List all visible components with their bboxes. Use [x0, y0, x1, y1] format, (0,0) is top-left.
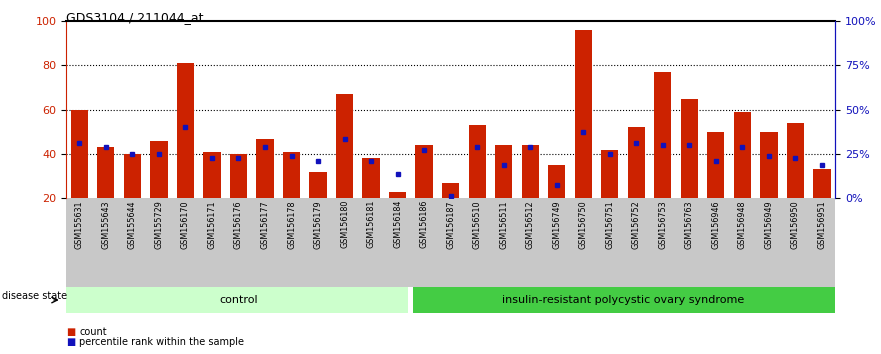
- Text: GDS3104 / 211044_at: GDS3104 / 211044_at: [66, 11, 204, 24]
- Text: GSM156753: GSM156753: [658, 200, 667, 249]
- Text: GSM156512: GSM156512: [526, 200, 535, 249]
- Text: GSM156184: GSM156184: [393, 200, 402, 249]
- Bar: [760, 132, 778, 242]
- Text: GSM156949: GSM156949: [765, 200, 774, 249]
- Bar: [309, 172, 327, 242]
- Text: GSM156177: GSM156177: [261, 200, 270, 249]
- Bar: [469, 125, 485, 242]
- Bar: [123, 154, 141, 242]
- Text: GSM155729: GSM155729: [154, 200, 163, 249]
- Text: ■: ■: [66, 327, 75, 337]
- Bar: [707, 132, 724, 242]
- Bar: [97, 147, 115, 242]
- Text: GSM156749: GSM156749: [552, 200, 561, 249]
- Text: disease state: disease state: [2, 291, 67, 302]
- Bar: [362, 159, 380, 242]
- Text: GSM156170: GSM156170: [181, 200, 190, 249]
- Text: GSM156176: GSM156176: [234, 200, 243, 249]
- Bar: [734, 112, 751, 242]
- Text: GSM156181: GSM156181: [366, 200, 375, 249]
- Text: GSM155643: GSM155643: [101, 200, 110, 249]
- Bar: [336, 94, 353, 242]
- Bar: [230, 154, 247, 242]
- Bar: [204, 152, 220, 242]
- Bar: [787, 123, 804, 242]
- Text: GSM156510: GSM156510: [472, 200, 482, 249]
- Text: GSM156948: GSM156948: [738, 200, 747, 249]
- Bar: [177, 63, 194, 242]
- Text: GSM156187: GSM156187: [446, 200, 455, 249]
- Bar: [151, 141, 167, 242]
- Bar: [574, 30, 592, 242]
- Text: control: control: [219, 295, 258, 305]
- Text: GSM156950: GSM156950: [791, 200, 800, 249]
- Text: GSM156178: GSM156178: [287, 200, 296, 249]
- Bar: [416, 145, 433, 242]
- Text: percentile rank within the sample: percentile rank within the sample: [79, 337, 244, 347]
- Text: GSM156171: GSM156171: [207, 200, 217, 249]
- Bar: [655, 72, 671, 242]
- Text: GSM156951: GSM156951: [818, 200, 826, 249]
- Bar: [442, 183, 459, 242]
- Bar: [813, 170, 831, 242]
- Text: GSM156511: GSM156511: [500, 200, 508, 249]
- Bar: [495, 145, 512, 242]
- Text: GSM155644: GSM155644: [128, 200, 137, 249]
- Text: insulin-resistant polycystic ovary syndrome: insulin-resistant polycystic ovary syndr…: [502, 295, 744, 305]
- Text: GSM156763: GSM156763: [685, 200, 694, 249]
- Text: GSM156179: GSM156179: [314, 200, 322, 249]
- Bar: [548, 165, 566, 242]
- Text: GSM155631: GSM155631: [75, 200, 84, 249]
- Text: GSM156750: GSM156750: [579, 200, 588, 249]
- Text: GSM156180: GSM156180: [340, 200, 349, 249]
- Bar: [389, 192, 406, 242]
- Bar: [627, 127, 645, 242]
- Text: GSM156946: GSM156946: [711, 200, 721, 249]
- Bar: [601, 149, 618, 242]
- Bar: [681, 99, 698, 242]
- Text: GSM156752: GSM156752: [632, 200, 640, 249]
- Bar: [256, 138, 274, 242]
- Text: count: count: [79, 327, 107, 337]
- Text: GSM156186: GSM156186: [419, 200, 429, 249]
- Bar: [522, 145, 539, 242]
- Bar: [283, 152, 300, 242]
- Text: ■: ■: [66, 337, 75, 347]
- Bar: [70, 110, 88, 242]
- Text: GSM156751: GSM156751: [605, 200, 614, 249]
